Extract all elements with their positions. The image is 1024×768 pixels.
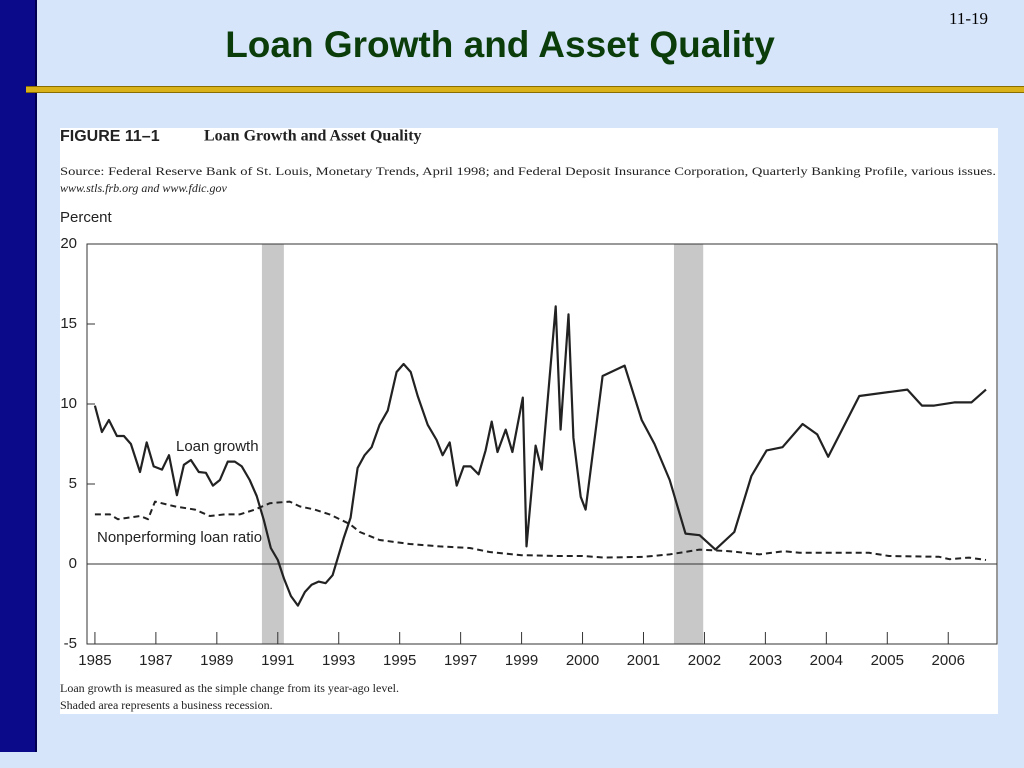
x-tick-label: 2003: [749, 652, 782, 669]
note: Shaded area represents a business recess…: [60, 698, 273, 712]
y-tick-label: 10: [60, 395, 77, 412]
x-tick-label: 1989: [200, 652, 233, 669]
x-tick-label: 2002: [688, 652, 721, 669]
series-line: [94, 500, 987, 561]
divider: [26, 86, 1024, 93]
y-tick-label: 15: [60, 315, 77, 332]
recession-band: [261, 244, 284, 644]
x-tick-label: 1993: [322, 652, 355, 669]
y-tick-label: 0: [69, 555, 77, 572]
recession-band: [673, 244, 704, 644]
x-tick-label: 2000: [566, 652, 599, 669]
figure-title: Loan Growth and Asset Quality: [204, 128, 422, 145]
series-line: [93, 305, 987, 607]
x-tick-label: 2005: [871, 652, 904, 669]
y-tick-label: -5: [64, 635, 77, 652]
page-number: 11-19: [948, 9, 988, 28]
x-tick-label: 2006: [932, 652, 965, 669]
series-label: Loan growth: [176, 438, 259, 455]
slide-title: Loan Growth and Asset Quality: [225, 24, 775, 65]
source: www.stls.frb.org and www.fdic.gov: [60, 181, 227, 195]
plot: -5 0 5 10 15 20 1985 1987 1989 1991 1993 1995 1997 19…: [60, 235, 998, 669]
x-tick-label: 2004: [810, 652, 843, 669]
source: Source: Federal Reserve Bank of St. Loui…: [60, 164, 996, 178]
y-axis-label: Percent: [60, 209, 113, 226]
x-tick-label: 1991: [261, 652, 294, 669]
x-tick-label: 1997: [444, 652, 477, 669]
figure-background: [60, 128, 998, 714]
figure-label: FIGURE 11–1: [60, 128, 160, 145]
x-tick-label: 1995: [383, 652, 416, 669]
sidebar: [0, 0, 37, 752]
x-tick-label: 1999: [505, 652, 538, 669]
y-tick-label: 5: [69, 475, 77, 492]
x-tick-label: 1987: [139, 652, 172, 669]
x-tick-label: 2001: [627, 652, 660, 669]
series-label: Nonperforming loan ratio: [97, 529, 262, 546]
note: Loan growth is measured as the simple ch…: [60, 681, 399, 695]
x-tick-label: 1985: [78, 652, 111, 669]
plot-frame: [86, 243, 998, 645]
y-tick-label: 20: [60, 235, 77, 252]
